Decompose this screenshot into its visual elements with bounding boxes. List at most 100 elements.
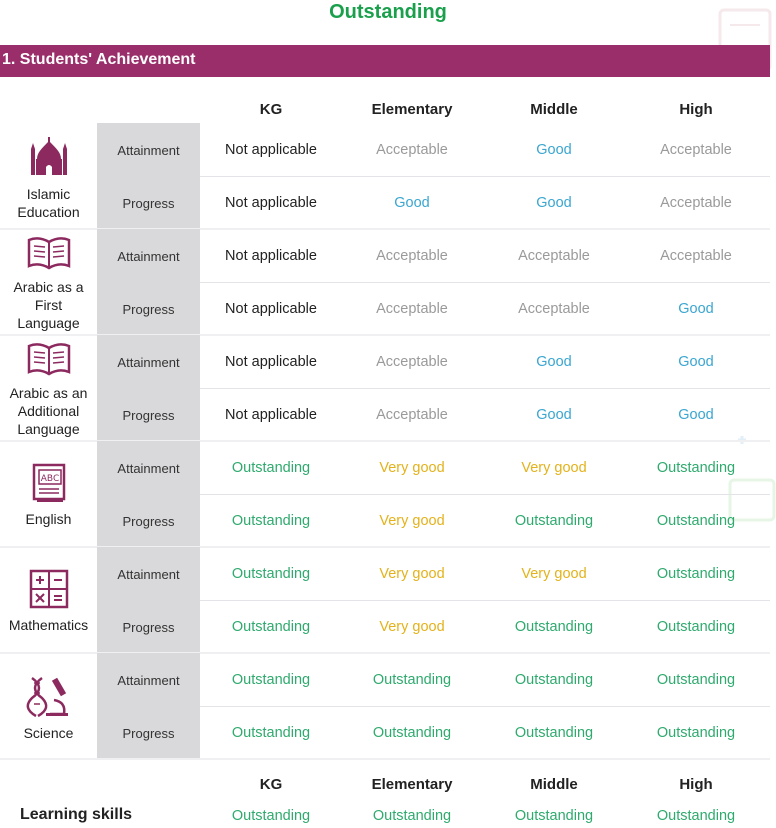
rating-cell: Good: [678, 301, 714, 317]
subject-cell: Mathematics: [0, 568, 97, 634]
subject-name: Islamic Education: [17, 186, 80, 220]
rating-cell: Outstanding: [514, 725, 594, 741]
attainment-label: Attainment: [117, 567, 180, 582]
rating-cell: Outstanding: [656, 725, 736, 741]
subject-divider: [0, 334, 770, 336]
row-label-column: [97, 547, 200, 653]
dna-microscope-icon: [0, 674, 97, 722]
rating-cell: Good: [536, 142, 572, 158]
row-divider: [200, 600, 770, 601]
rating-cell: Outstanding: [656, 460, 736, 476]
rating-cell: Acceptable: [660, 248, 732, 264]
rating-cell: Acceptable: [376, 142, 448, 158]
progress-label: Progress: [122, 196, 175, 211]
progress-label: Progress: [122, 726, 175, 741]
column-header: Elementary: [371, 101, 453, 118]
attainment-label: Attainment: [117, 143, 180, 158]
row-divider: [200, 282, 770, 283]
rating-cell: Outstanding: [656, 808, 736, 824]
rating-cell: Outstanding: [656, 566, 736, 582]
page-title: Outstanding: [329, 1, 447, 23]
rating-cell: Very good: [379, 513, 445, 529]
rating-cell: Acceptable: [376, 354, 448, 370]
rating-cell: Acceptable: [518, 301, 590, 317]
subject-name: Mathematics: [8, 617, 89, 633]
rating-cell: Good: [678, 354, 714, 370]
rating-cell: Outstanding: [231, 808, 311, 824]
subject-name: English: [25, 511, 72, 527]
subject-cell: Islamic Education: [0, 135, 97, 221]
abc-book-icon: ABC: [0, 462, 97, 508]
rating-cell: Good: [536, 195, 572, 211]
subject-divider: [0, 228, 770, 230]
rating-cell: Very good: [521, 460, 587, 476]
rating-cell: Outstanding: [656, 619, 736, 635]
rating-cell: Not applicable: [225, 248, 317, 264]
rating-cell: Very good: [379, 460, 445, 476]
attainment-label: Attainment: [117, 249, 180, 264]
rating-cell: Acceptable: [376, 301, 448, 317]
attainment-label: Attainment: [117, 461, 180, 476]
subject-divider: [0, 758, 770, 760]
rating-cell: Good: [536, 354, 572, 370]
row-label-column: [97, 653, 200, 759]
row-label-column: [97, 229, 200, 335]
subject-name: Science: [23, 725, 74, 741]
subject-divider: [0, 440, 770, 442]
open-book-icon: [0, 232, 97, 276]
rating-cell: Acceptable: [376, 248, 448, 264]
svg-text:ABC: ABC: [40, 474, 58, 484]
rating-cell: Acceptable: [518, 248, 590, 264]
learning-skills-label: Learning skills: [20, 806, 133, 823]
rating-cell: Outstanding: [372, 725, 452, 741]
rating-cell: Outstanding: [231, 672, 311, 688]
rating-cell: Outstanding: [231, 460, 311, 476]
column-header: Middle: [530, 101, 578, 118]
rating-cell: Acceptable: [660, 142, 732, 158]
row-divider: [200, 706, 770, 707]
rating-cell: Acceptable: [376, 407, 448, 423]
rating-cell: Very good: [379, 619, 445, 635]
section-header: 1. Students' Achievement: [0, 45, 770, 77]
row-label-column: [97, 335, 200, 441]
progress-label: Progress: [122, 302, 175, 317]
rating-cell: Outstanding: [231, 513, 311, 529]
rating-cell: Good: [678, 407, 714, 423]
progress-label: Progress: [122, 514, 175, 529]
row-divider: [200, 494, 770, 495]
rating-cell: Outstanding: [231, 619, 311, 635]
column-header: Middle: [530, 776, 578, 793]
rating-cell: Acceptable: [660, 195, 732, 211]
rating-cell: Not applicable: [225, 407, 317, 423]
rating-cell: Outstanding: [514, 808, 594, 824]
column-header: KG: [259, 101, 283, 118]
attainment-label: Attainment: [117, 355, 180, 370]
rating-cell: Not applicable: [225, 195, 317, 211]
row-divider: [200, 176, 770, 177]
subject-cell: Science: [0, 674, 97, 742]
rating-cell: Good: [536, 407, 572, 423]
rating-cell: Outstanding: [372, 672, 452, 688]
subject-cell: ABC English: [0, 462, 97, 528]
rating-cell: Outstanding: [514, 619, 594, 635]
rating-cell: Very good: [521, 566, 587, 582]
rating-cell: Outstanding: [231, 566, 311, 582]
subject-divider: [0, 652, 770, 654]
rating-cell: Very good: [379, 566, 445, 582]
attainment-label: Attainment: [117, 673, 180, 688]
column-header: KG: [259, 776, 283, 793]
rating-cell: Outstanding: [656, 513, 736, 529]
subject-cell: Arabic as an Additional Language: [0, 338, 97, 438]
subject-name: Arabic as an Additional Language: [9, 385, 88, 437]
rating-cell: Outstanding: [514, 513, 594, 529]
progress-label: Progress: [122, 408, 175, 423]
rating-cell: Outstanding: [372, 808, 452, 824]
rating-cell: Good: [394, 195, 430, 211]
rating-cell: Not applicable: [225, 301, 317, 317]
column-header: Elementary: [371, 776, 453, 793]
row-divider: [200, 388, 770, 389]
mosque-icon: [0, 135, 97, 183]
rating-cell: Not applicable: [225, 354, 317, 370]
column-header: High: [679, 776, 713, 793]
rating-cell: Outstanding: [514, 672, 594, 688]
